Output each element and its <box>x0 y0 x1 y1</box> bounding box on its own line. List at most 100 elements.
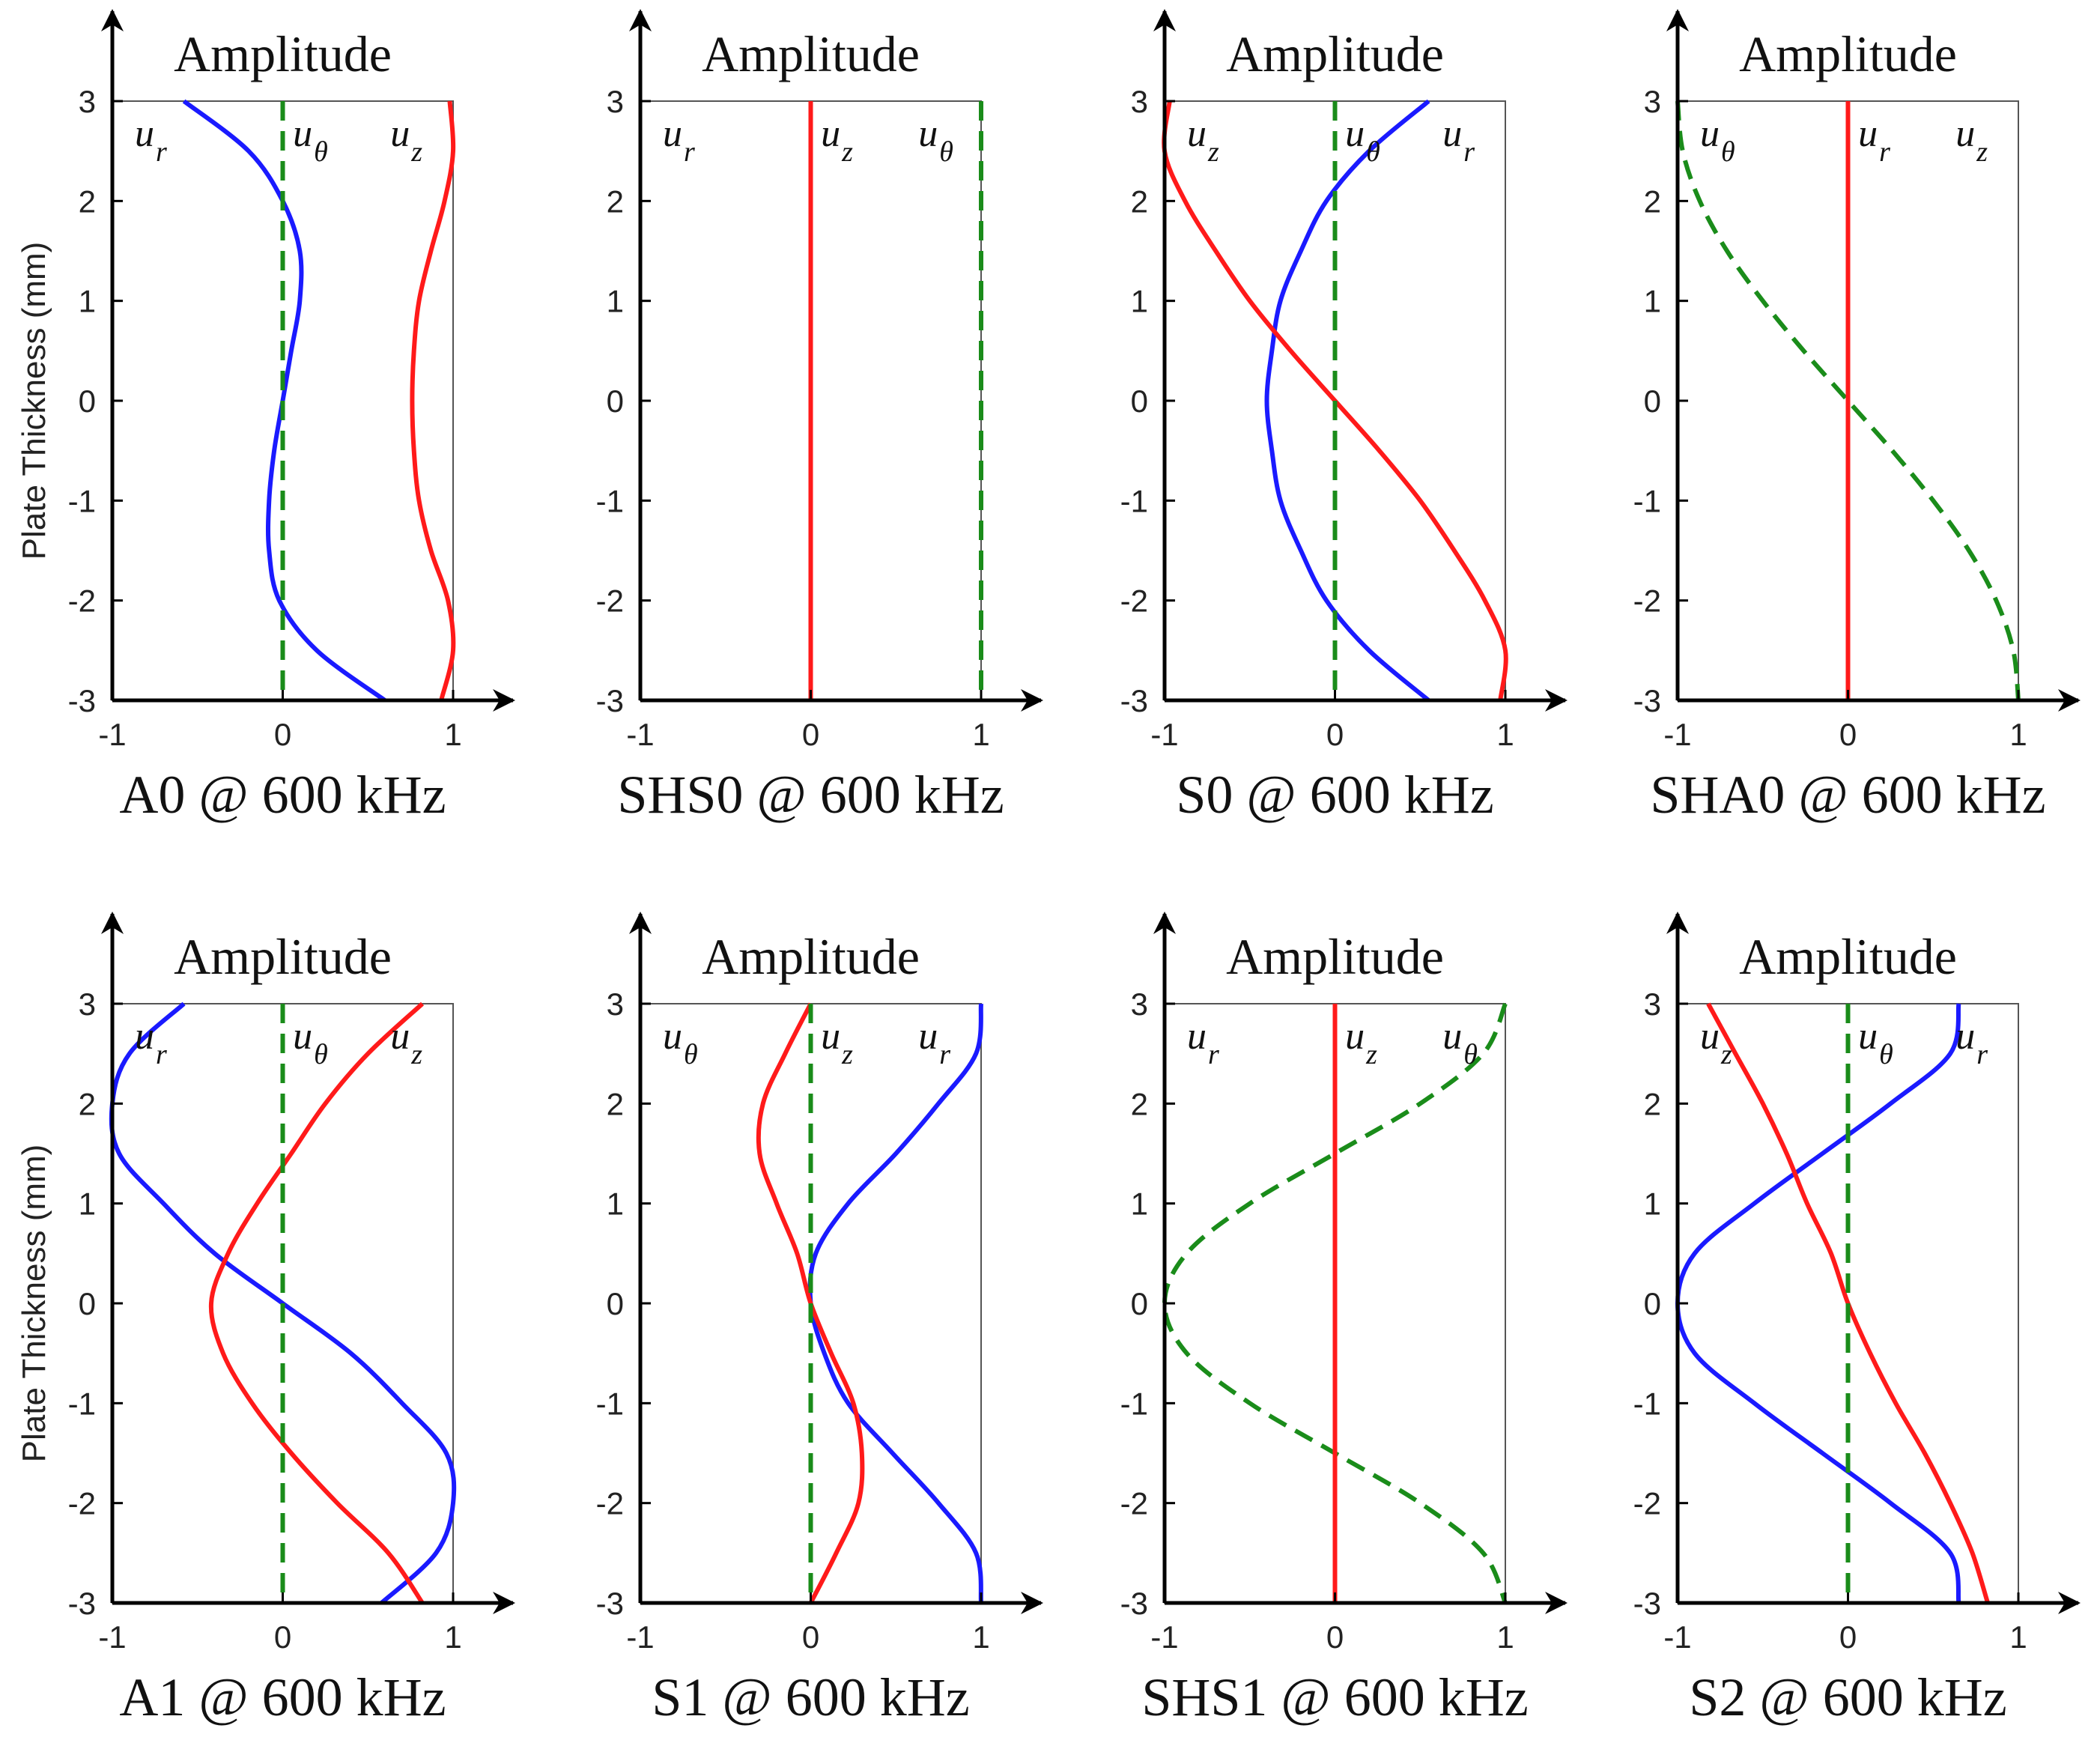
y-tick-label: -1 <box>68 483 96 518</box>
curve-label-1-sub: r <box>1208 1039 1219 1070</box>
y-tick-label: 3 <box>607 84 624 119</box>
y-tick-label: 1 <box>1131 1186 1148 1222</box>
series-line-uz-2 <box>208 1001 425 1604</box>
amplitude-label: Amplitude <box>174 25 392 82</box>
y-tick-label: -2 <box>596 584 624 619</box>
curve-label-1-sub: z <box>1720 1039 1732 1070</box>
y-tick-label: 1 <box>1644 1186 1661 1222</box>
y-tick-label: -3 <box>596 1586 624 1621</box>
x-tick-label: 0 <box>802 1619 819 1655</box>
y-tick-label: -2 <box>1120 1486 1148 1521</box>
y-tick-label: -1 <box>68 1386 96 1421</box>
y-tick-label: -1 <box>596 1386 624 1421</box>
x-tick-label: -1 <box>1150 1619 1178 1655</box>
y-tick-label: -3 <box>68 683 96 718</box>
y-tick-label: -1 <box>1633 1386 1661 1421</box>
y-tick-label: 0 <box>1131 384 1148 419</box>
y-axis-label: Plate Thickness (mm) <box>16 242 52 560</box>
curve-label-1-main: u <box>1700 1015 1720 1058</box>
x-tick-label: 1 <box>444 717 461 752</box>
x-tick-label: 0 <box>1326 717 1344 752</box>
y-tick-label: -3 <box>596 683 624 718</box>
y-tick-label: 0 <box>1131 1286 1148 1321</box>
y-tick-label: 2 <box>1131 1086 1148 1121</box>
series-line-u-1 <box>1162 1002 1508 1604</box>
series-group <box>1162 1002 1508 1604</box>
x-tick-label: 1 <box>444 1619 461 1655</box>
series-group <box>182 99 456 703</box>
curve-label-1-sub: r <box>156 136 167 168</box>
y-tick-label: 3 <box>1644 986 1661 1022</box>
x-tick-label: 1 <box>2009 1619 2027 1655</box>
curve-label-2-main: u <box>1858 112 1878 155</box>
curve-label-2-main: u <box>293 1015 312 1058</box>
curve-label-1-sub: r <box>156 1039 167 1070</box>
curve-label-1-sub: θ <box>684 1039 698 1070</box>
y-tick-label: 1 <box>79 284 96 319</box>
curve-label-3-sub: z <box>1976 136 1988 168</box>
chart-title: SHS1 @ 600 kHz <box>1141 1667 1528 1727</box>
curve-label-3-sub: z <box>410 1039 422 1070</box>
series-group <box>109 1001 457 1605</box>
amplitude-label: Amplitude <box>1226 25 1444 82</box>
curve-label-1-main: u <box>135 112 154 155</box>
chart-title: SHA0 @ 600 kHz <box>1650 765 2045 825</box>
curve-label-1-main: u <box>135 1015 154 1058</box>
chart-title: A0 @ 600 kHz <box>119 765 446 825</box>
chart-title: S1 @ 600 kHz <box>652 1667 969 1727</box>
series-line-ur-1 <box>1675 1003 1961 1604</box>
x-tick-label: 1 <box>972 1619 989 1655</box>
series-group <box>808 101 983 700</box>
x-tick-label: 1 <box>1496 717 1514 752</box>
y-tick-label: 0 <box>79 1286 96 1321</box>
y-tick-label: -1 <box>1120 1386 1148 1421</box>
y-tick-label: -3 <box>1120 1586 1148 1621</box>
curve-label-2-sub: r <box>1879 136 1890 168</box>
x-tick-label: -1 <box>626 717 654 752</box>
y-tick-label: 0 <box>1644 384 1661 419</box>
curve-label-3-main: u <box>918 1015 938 1058</box>
x-tick-label: -1 <box>98 1619 126 1655</box>
y-tick-label: 0 <box>607 1286 624 1321</box>
curve-label-1-sub: z <box>1207 136 1219 168</box>
x-tick-label: 0 <box>274 717 291 752</box>
curve-label-3-sub: r <box>939 1039 950 1070</box>
y-tick-label: 1 <box>607 284 624 319</box>
amplitude-label: Amplitude <box>1739 928 1957 985</box>
curve-label-3-sub: r <box>1976 1039 1988 1070</box>
curve-label-2-main: u <box>1345 1015 1365 1058</box>
curve-label-3-sub: r <box>1463 136 1475 168</box>
curve-label-2-main: u <box>821 1015 840 1058</box>
curve-label-1-main: u <box>1187 112 1207 155</box>
curve-label-2-sub: z <box>841 1039 853 1070</box>
x-tick-label: 0 <box>802 717 819 752</box>
curve-label-1-main: u <box>663 112 682 155</box>
curve-label-1-main: u <box>1700 112 1720 155</box>
y-tick-label: -1 <box>596 483 624 518</box>
y-tick-label: 2 <box>607 1086 624 1121</box>
y-tick-label: 1 <box>1131 284 1148 319</box>
curve-label-3-main: u <box>1442 112 1462 155</box>
x-tick-label: 0 <box>1839 717 1857 752</box>
chart-title: SHS0 @ 600 kHz <box>617 765 1004 825</box>
amplitude-label: Amplitude <box>702 928 920 985</box>
curve-label-2-sub: θ <box>314 1039 328 1070</box>
